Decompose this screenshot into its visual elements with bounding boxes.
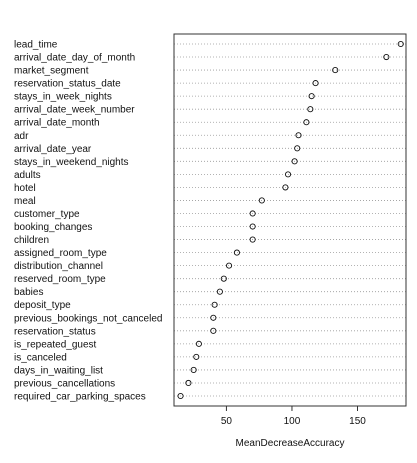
category-label: adults — [14, 170, 41, 181]
category-label: previous_bookings_not_canceled — [14, 313, 162, 324]
category-label: stays_in_weekend_nights — [14, 157, 129, 168]
data-point — [284, 171, 292, 178]
data-point — [294, 145, 301, 152]
data-point — [383, 53, 390, 61]
data-point — [220, 275, 227, 282]
category-label: arrival_date_day_of_month — [14, 53, 135, 64]
category-label: arrival_date_week_number — [14, 105, 135, 116]
data-point — [185, 379, 192, 387]
data-point — [295, 132, 302, 139]
category-label: adr — [14, 131, 29, 142]
category-labels: lead_time arrival_date_day_of_monthmarket… — [14, 40, 162, 403]
data-point — [308, 93, 315, 100]
data-point — [233, 249, 240, 256]
category-label: lead_time — [14, 40, 58, 51]
data-point — [258, 197, 265, 204]
category-label: deposit_type — [14, 300, 71, 311]
data-point — [216, 288, 223, 295]
data-point — [210, 314, 217, 321]
x-tick-label: 50 — [221, 416, 233, 427]
category-label: hotel — [14, 183, 36, 194]
category-label: is_canceled — [14, 352, 67, 363]
category-label: babies — [14, 287, 43, 298]
x-axis-title: MeanDecreaseAccuracy — [236, 438, 345, 449]
x-axis: 50 100 150 — [221, 405, 366, 427]
category-label: meal — [14, 196, 36, 207]
data-point — [307, 106, 314, 113]
category-label: previous_cancellations — [14, 378, 115, 389]
grid-lines — [174, 43, 406, 397]
data-point — [303, 119, 310, 126]
data-point — [193, 353, 200, 360]
category-label: reservation_status_date — [14, 79, 121, 90]
category-label: assigned_room_type — [14, 248, 107, 259]
data-point — [397, 40, 404, 48]
data-point — [210, 327, 217, 334]
category-label: reservation_status — [14, 326, 96, 337]
data-point — [312, 80, 319, 87]
data-point — [249, 223, 256, 230]
category-label: customer_type — [14, 209, 80, 220]
category-label: is_repeated_guest — [14, 339, 97, 350]
data-point — [291, 158, 298, 165]
category-label: days_in_waiting_list — [14, 365, 103, 376]
data-point — [226, 262, 233, 269]
data-point — [249, 210, 256, 217]
category-label: booking_changes — [14, 222, 92, 233]
data-points — [177, 40, 404, 400]
data-point — [332, 67, 339, 74]
category-label: required_car_parking_spaces — [14, 392, 146, 403]
data-point — [282, 184, 289, 191]
category-label: distribution_channel — [14, 261, 103, 272]
data-point — [190, 366, 197, 373]
category-label: children — [14, 235, 49, 246]
plot-frame — [173, 33, 407, 407]
data-point — [177, 392, 184, 400]
category-label: arrival_date_month — [14, 118, 100, 129]
data-point — [249, 236, 256, 243]
data-point — [195, 340, 202, 347]
category-label: arrival_date_year — [14, 144, 92, 155]
category-label: reserved_room_type — [14, 274, 106, 285]
x-tick-label: 150 — [349, 416, 366, 427]
category-label: stays_in_week_nights — [14, 92, 112, 103]
data-point — [211, 301, 218, 308]
category-label: market_segment — [14, 66, 89, 77]
x-tick-label: 100 — [284, 416, 301, 427]
